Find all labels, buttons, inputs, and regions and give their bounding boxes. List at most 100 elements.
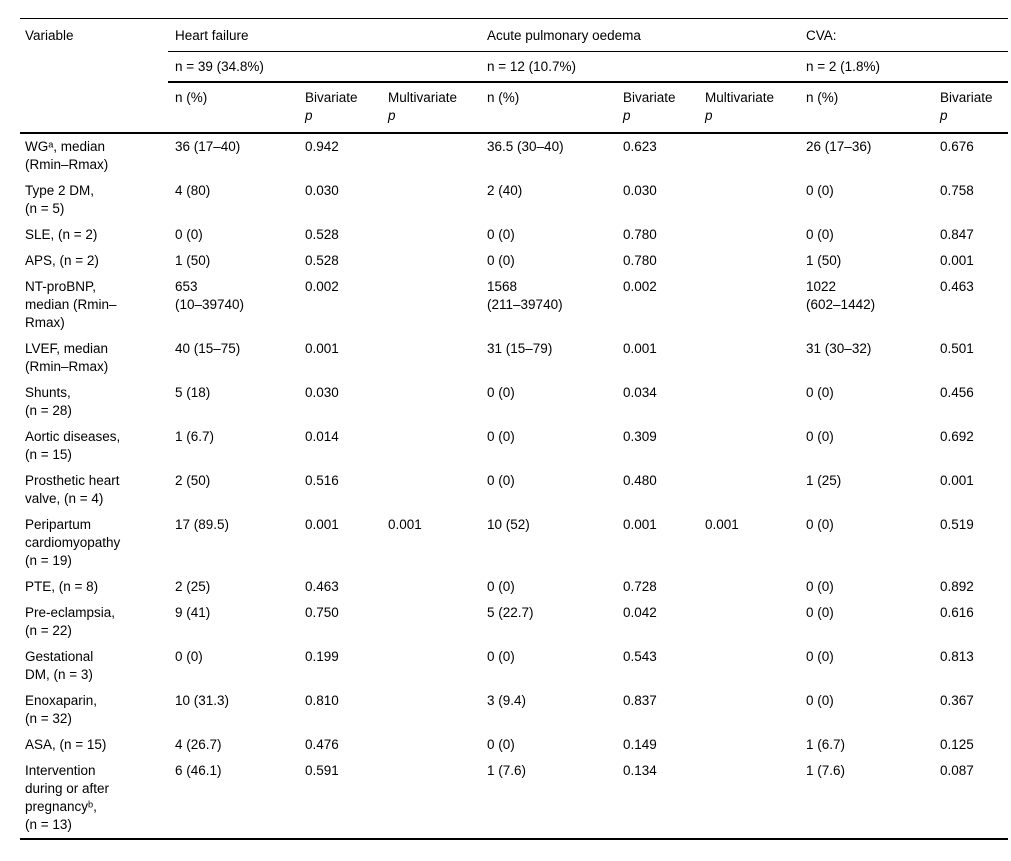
column-header-hf-n-pct: n (%)	[168, 82, 298, 134]
table-row: Aortic diseases, (n = 15) 1 (6.7) 0.014 …	[20, 424, 1008, 468]
data-cell: 0.623	[623, 139, 657, 154]
data-cell: 0 (0)	[487, 385, 515, 400]
data-cell: 0.813	[940, 649, 974, 664]
column-header-apo-multivariate-p: Multivariate p	[698, 82, 800, 134]
data-cell: 17 (89.5)	[175, 517, 230, 532]
n-header-heart-failure: n = 39 (34.8%)	[168, 51, 481, 83]
data-cell: 0.519	[940, 517, 974, 532]
data-cell: 4 (80)	[175, 183, 211, 198]
data-cell: 0.134	[623, 763, 657, 778]
table-row: NT-proBNP, median (Rmin– Rmax) 653 (10–3…	[20, 274, 1008, 336]
column-header-sub: p	[305, 108, 313, 123]
data-cell: 0.030	[623, 183, 657, 198]
data-cell: 0.516	[305, 473, 339, 488]
column-header-apo-bivariate-p: Bivariate p	[616, 82, 699, 134]
data-cell: 0.528	[305, 253, 339, 268]
group-header-heart-failure: Heart failure	[168, 18, 481, 52]
data-cell: 1 (7.6)	[806, 763, 846, 778]
variable-cell: Enoxaparin, (n = 32)	[25, 693, 98, 726]
data-cell: 0.001	[940, 473, 974, 488]
outcomes-table: Variable Heart failure Acute pulmonary o…	[20, 18, 1009, 840]
group-header-row: Variable Heart failure Acute pulmonary o…	[20, 18, 1009, 134]
column-header-cva-bivariate-p: Bivariate p	[933, 82, 1009, 134]
data-cell: 0.001	[623, 517, 657, 532]
data-cell	[381, 600, 480, 644]
data-cell	[698, 380, 799, 424]
data-cell: 1568 (211–39740)	[487, 279, 563, 312]
data-cell: 0.501	[940, 341, 974, 356]
table-row: Pre-eclampsia, (n = 22) 9 (41) 0.750 5 (…	[20, 600, 1008, 644]
data-cell: 0.692	[940, 429, 974, 444]
data-cell	[698, 600, 799, 644]
data-cell: 0.030	[305, 385, 339, 400]
data-cell: 0.591	[305, 763, 339, 778]
variable-cell: WGᵃ, median (Rmin–Rmax)	[25, 139, 109, 172]
data-cell: 0.750	[305, 605, 339, 620]
data-cell: 1022 (602–1442)	[806, 279, 876, 312]
data-cell: 31 (15–79)	[487, 341, 553, 356]
column-header-sub: p	[623, 108, 631, 123]
table-row: Gestational DM, (n = 3) 0 (0) 0.199 0 (0…	[20, 644, 1008, 688]
variable-cell: Type 2 DM, (n = 5)	[25, 183, 95, 216]
data-cell	[381, 644, 480, 688]
data-cell	[698, 732, 799, 758]
data-cell: 0.030	[305, 183, 339, 198]
data-cell: 0.309	[623, 429, 657, 444]
data-cell: 0.463	[305, 579, 339, 594]
variable-cell: Prosthetic heart valve, (n = 4)	[25, 473, 120, 506]
data-cell: 31 (30–32)	[806, 341, 872, 356]
data-cell: 0 (0)	[175, 227, 203, 242]
n-header-cva: n = 2 (1.8%)	[799, 51, 1009, 83]
data-cell: 6 (46.1)	[175, 763, 222, 778]
data-cell: 0.002	[305, 279, 339, 294]
variable-cell: Aortic diseases, (n = 15)	[25, 429, 121, 462]
variable-cell: PTE, (n = 8)	[25, 579, 99, 594]
data-cell	[381, 380, 480, 424]
data-cell: 0.001	[388, 517, 422, 532]
data-cell: 0.543	[623, 649, 657, 664]
data-cell	[698, 133, 799, 178]
data-cell: 36.5 (30–40)	[487, 139, 564, 154]
data-cell: 0 (0)	[175, 649, 203, 664]
data-cell: 10 (52)	[487, 517, 530, 532]
data-cell	[381, 424, 480, 468]
data-cell: 0 (0)	[487, 429, 515, 444]
column-header-hf-bivariate-p: Bivariate p	[298, 82, 381, 134]
data-cell: 0.780	[623, 227, 657, 242]
column-header-label: n (%)	[175, 90, 208, 105]
data-cell	[381, 758, 480, 839]
data-cell: 0 (0)	[487, 649, 515, 664]
data-cell	[381, 248, 480, 274]
data-cell	[698, 274, 799, 336]
data-cell: 0 (0)	[806, 693, 834, 708]
data-cell	[698, 688, 799, 732]
data-cell	[381, 468, 480, 512]
data-cell: 0.758	[940, 183, 974, 198]
table-row: SLE, (n = 2) 0 (0) 0.528 0 (0) 0.780 0 (…	[20, 222, 1008, 248]
data-cell: 0.942	[305, 139, 339, 154]
column-header-label: Bivariate	[623, 90, 676, 105]
column-header-label: Multivariate	[705, 90, 775, 105]
column-header-label: Bivariate	[305, 90, 358, 105]
data-cell: 0.001	[623, 341, 657, 356]
data-cell	[698, 222, 799, 248]
data-cell: 0 (0)	[487, 253, 515, 268]
data-cell: 2 (50)	[175, 473, 211, 488]
column-header-sub: p	[388, 108, 396, 123]
data-cell	[381, 274, 480, 336]
data-cell: 0.676	[940, 139, 974, 154]
group-header-acute-pulmonary-oedema: Acute pulmonary oedema	[480, 18, 800, 52]
data-cell: 1 (25)	[806, 473, 842, 488]
data-cell: 0.476	[305, 737, 339, 752]
column-header-apo-n-pct: n (%)	[480, 82, 617, 134]
table-row: Shunts, (n = 28) 5 (18) 0.030 0 (0) 0.03…	[20, 380, 1008, 424]
data-cell: 3 (9.4)	[487, 693, 527, 708]
column-header-variable: Variable	[20, 18, 168, 134]
data-cell: 0 (0)	[806, 429, 834, 444]
data-cell: 1 (7.6)	[487, 763, 527, 778]
data-cell: 0.199	[305, 649, 339, 664]
data-cell	[698, 424, 799, 468]
data-cell: 0.001	[940, 253, 974, 268]
table-body: WGᵃ, median (Rmin–Rmax) 36 (17–40) 0.942…	[20, 133, 1008, 839]
